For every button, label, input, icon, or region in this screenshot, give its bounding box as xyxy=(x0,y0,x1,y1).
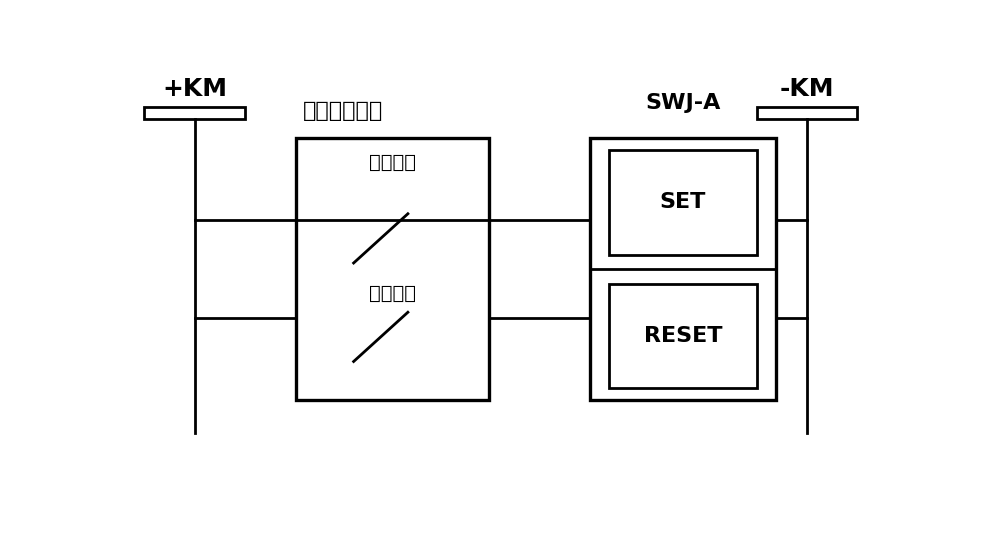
Bar xyxy=(609,284,757,388)
Text: 启动命令: 启动命令 xyxy=(369,153,416,172)
Bar xyxy=(144,107,245,119)
Bar xyxy=(757,107,857,119)
Bar xyxy=(296,138,489,400)
Text: -KM: -KM xyxy=(780,77,834,101)
Text: 停止命令: 停止命令 xyxy=(369,284,416,303)
Bar xyxy=(590,138,776,400)
Text: SWJ-A: SWJ-A xyxy=(645,93,721,113)
Text: 控制保护系统: 控制保护系统 xyxy=(303,101,384,122)
Text: +KM: +KM xyxy=(162,77,227,101)
Text: SET: SET xyxy=(660,192,706,213)
Bar xyxy=(609,150,757,255)
Text: RESET: RESET xyxy=(644,326,722,346)
